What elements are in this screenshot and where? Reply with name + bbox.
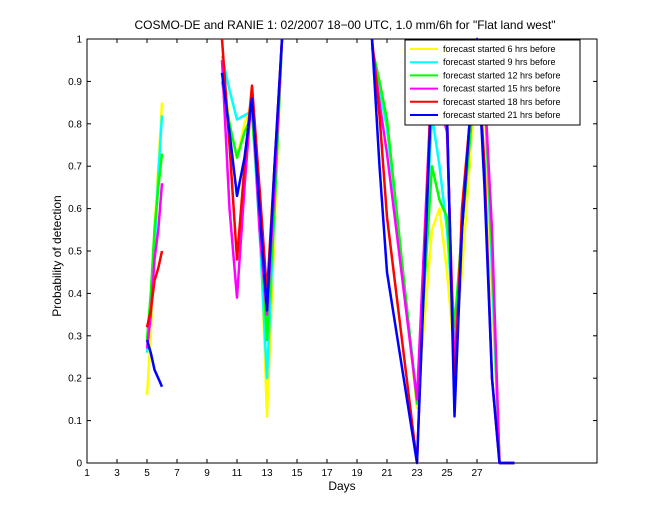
y-tick-label: 0.2 bbox=[68, 374, 82, 385]
y-tick-label: 0.6 bbox=[68, 204, 82, 215]
legend-box bbox=[404, 39, 581, 126]
x-tick-label: 9 bbox=[204, 468, 210, 479]
series-line-6 bbox=[145, 37, 515, 465]
y-tick-label: 0 bbox=[76, 459, 82, 470]
legend-entry: forecast started 6 hrs before bbox=[443, 44, 556, 54]
x-tick-label: 13 bbox=[261, 468, 273, 479]
x-tick-label: 7 bbox=[174, 468, 180, 479]
legend-entry: forecast started 18 hrs before bbox=[443, 97, 561, 107]
y-tick-label: 1 bbox=[76, 35, 82, 46]
x-tick-label: 23 bbox=[411, 468, 423, 479]
legend-entry: forecast started 15 hrs before bbox=[443, 84, 561, 94]
x-tick-label: 25 bbox=[441, 468, 453, 479]
x-tick-label: 1 bbox=[84, 468, 90, 479]
x-tick-label: 17 bbox=[321, 468, 333, 479]
x-tick-label: 27 bbox=[471, 468, 483, 479]
legend-entry: forecast started 21 hrs before bbox=[443, 110, 561, 120]
chart-title: COSMO-DE and RANIE 1: 02/2007 18−00 UTC,… bbox=[134, 18, 555, 32]
series-lines bbox=[145, 37, 515, 465]
x-tick-label: 15 bbox=[291, 468, 303, 479]
x-tick-label: 5 bbox=[144, 468, 150, 479]
x-tick-label: 19 bbox=[351, 468, 363, 479]
y-tick-label: 0.3 bbox=[68, 331, 82, 342]
y-tick-label: 0.1 bbox=[68, 416, 82, 427]
y-tick-label: 0.4 bbox=[68, 289, 82, 300]
legend-entry: forecast started 9 hrs before bbox=[443, 57, 556, 67]
y-tick-label: 0.5 bbox=[68, 247, 82, 258]
axis-ticks: 1 3 5 7 9 11 13 15 17 19 21 23 25 2700.10.20.30.40.50… bbox=[68, 35, 597, 479]
x-tick-label: 21 bbox=[381, 468, 393, 479]
legend: forecast started 6 hrs before forecast st… bbox=[404, 39, 581, 126]
y-tick-label: 0.8 bbox=[68, 119, 82, 130]
x-tick-label: 3 bbox=[114, 468, 120, 479]
legend-entry: forecast started 12 hrs before bbox=[443, 70, 561, 80]
y-axis-title: Probability of detection bbox=[50, 195, 64, 316]
x-axis-title: Days bbox=[328, 479, 355, 493]
y-tick-label: 0.9 bbox=[68, 77, 82, 88]
x-tick-label: 11 bbox=[232, 468, 243, 479]
y-tick-label: 0.7 bbox=[68, 162, 82, 173]
